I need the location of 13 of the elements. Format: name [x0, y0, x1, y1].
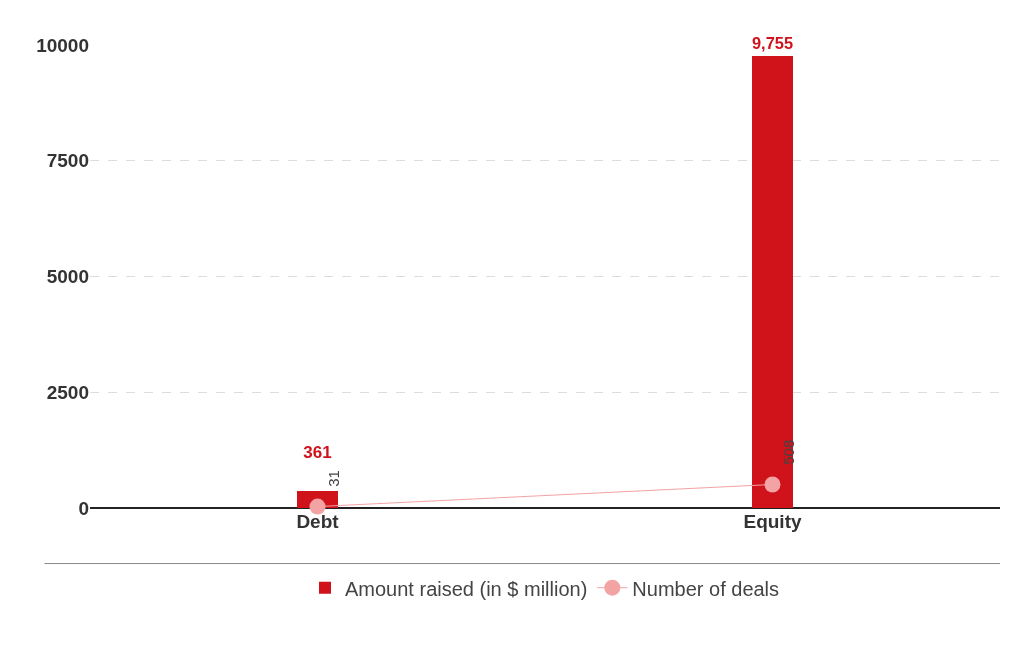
data-label: 508: [780, 439, 798, 465]
y-tick-label: 10000: [36, 34, 89, 56]
x-tick-label: Debt: [296, 511, 340, 532]
legend-label: Number of deals: [632, 577, 780, 600]
y-tick-label: 5000: [46, 266, 89, 288]
y-tick-label: 7500: [46, 150, 89, 172]
data-label: 9,755: [752, 34, 793, 53]
y-tick-label: 2500: [46, 381, 89, 403]
data-label: 361: [303, 443, 332, 463]
legend-label: Amount raised (in $ million): [345, 577, 588, 600]
y-tick-label: 0: [78, 497, 89, 519]
x-tick-label: Equity: [743, 511, 802, 532]
data-label: 31: [325, 470, 343, 487]
